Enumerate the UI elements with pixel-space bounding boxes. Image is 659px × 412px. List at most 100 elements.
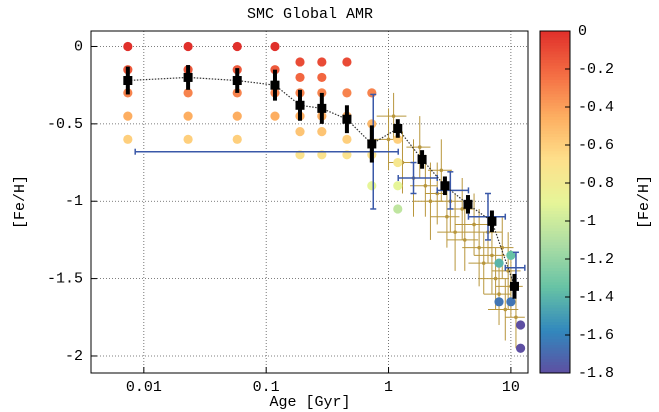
point: [123, 111, 133, 121]
colorbar-segment: [540, 176, 570, 180]
cluster-marker: [423, 183, 428, 188]
chart-title: SMC Global AMR: [247, 6, 373, 23]
colorbar-segment: [540, 233, 570, 237]
cluster-point: [410, 154, 438, 217]
point: [506, 250, 516, 260]
cluster-marker: [472, 222, 476, 227]
point: [295, 57, 305, 67]
colorbar-segment: [540, 150, 570, 155]
colorbar-segment: [540, 347, 570, 351]
colorbar-segment: [540, 261, 570, 266]
colorbar-segment: [540, 221, 570, 226]
colorbar-tick-label: -0.8: [578, 175, 614, 192]
y-tick-label: -0.5: [47, 116, 83, 133]
cluster-marker: [460, 207, 464, 211]
colorbar-segment: [540, 321, 570, 326]
cluster-point: [455, 193, 488, 256]
point: [367, 119, 377, 129]
colorbar-segment: [540, 31, 570, 35]
amr-marker: [487, 216, 497, 226]
colorbar-segment: [540, 250, 570, 254]
colorbar-tick-label: 0: [578, 23, 587, 40]
amr-marker: [342, 114, 352, 124]
colorbar-segment: [540, 353, 570, 357]
colorbar-segment: [540, 276, 570, 280]
colorbar-segment: [540, 304, 570, 308]
point: [367, 88, 377, 98]
cluster-marker: [497, 292, 501, 296]
cluster-point: [437, 193, 469, 271]
colorbar-segment: [540, 207, 570, 212]
amr-marker: [440, 181, 450, 191]
colorbar-segment: [540, 298, 570, 303]
colorbar-segment: [540, 338, 570, 343]
cluster-marker: [445, 214, 449, 219]
cluster-marker: [514, 315, 518, 320]
colorbar-segment: [540, 119, 570, 123]
y-tick-label: -1: [65, 193, 83, 210]
colorbar-segment: [540, 73, 570, 78]
colorbar-segment: [540, 344, 570, 348]
point: [494, 258, 504, 268]
cluster-point: [446, 208, 479, 271]
point: [342, 150, 352, 160]
cluster-marker: [435, 191, 440, 196]
cluster-point: [468, 232, 496, 295]
colorbar-segment: [540, 82, 570, 86]
colorbar-segment: [540, 310, 570, 314]
colorbar-segment: [540, 79, 570, 83]
colorbar-segment: [540, 296, 570, 300]
colorbar-segment: [540, 59, 570, 63]
colorbar-segment: [540, 96, 570, 100]
colorbar-segment: [540, 284, 570, 288]
y-tick-label: -2: [65, 348, 83, 365]
point: [295, 126, 305, 137]
colorbar-segment: [540, 290, 570, 294]
colorbar-segment: [540, 335, 570, 340]
colorbar-segment: [540, 33, 570, 38]
point: [123, 41, 133, 52]
colorbar-segment: [540, 45, 570, 49]
amr-marker: [463, 199, 473, 209]
colorbar-segment: [540, 147, 570, 152]
colorbar-tick-label: -0.4: [578, 99, 614, 116]
x-tick-label: 10: [502, 379, 520, 396]
colorbar-segment: [540, 125, 570, 129]
colorbar-segment: [540, 227, 570, 231]
colorbar-frame: [539, 30, 571, 374]
colorbar-segment: [540, 278, 570, 283]
point: [295, 72, 305, 83]
colorbar-tick-label: -1.4: [578, 289, 614, 306]
cluster-point: [487, 278, 519, 341]
cluster-marker: [503, 307, 508, 312]
y-tick-label: 0: [74, 38, 83, 55]
colorbar-segment: [540, 159, 570, 163]
colorbar-segment: [540, 65, 570, 69]
point: [232, 134, 242, 144]
point: [317, 57, 327, 67]
colorbar-segment: [540, 139, 570, 143]
cluster-marker: [391, 114, 396, 118]
colorbar-tick-label: -1.2: [578, 251, 614, 268]
point: [295, 150, 305, 160]
cluster-marker: [417, 145, 422, 149]
amr-marker: [295, 100, 305, 110]
colorbar-segment: [540, 182, 570, 186]
colorbar-segment: [540, 364, 570, 368]
cluster-point: [462, 208, 492, 287]
colorbar-segment: [540, 184, 570, 189]
cluster-marker: [481, 261, 486, 265]
point: [232, 111, 242, 121]
cluster-marker: [462, 238, 467, 242]
colorbar-label: [Fe/H]: [636, 175, 653, 229]
colorbar-segment: [540, 270, 570, 274]
colorbar-segment: [540, 187, 570, 192]
colorbar-segment: [540, 122, 570, 126]
colorbar-segment: [540, 330, 570, 334]
cluster-point: [468, 201, 503, 264]
colorbar-segment: [540, 130, 570, 135]
colorbar-segment: [540, 68, 570, 72]
point: [270, 41, 280, 52]
colorbar-segment: [540, 230, 570, 234]
